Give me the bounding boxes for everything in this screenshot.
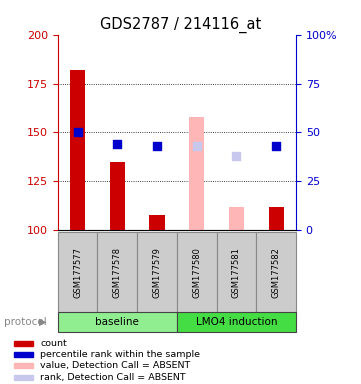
Bar [70,70,85,230]
Text: ▶: ▶ [39,317,47,327]
Text: LMO4 induction: LMO4 induction [196,317,277,327]
Bar [97,232,137,313]
Bar [177,312,296,332]
Text: GSM177582: GSM177582 [272,247,280,298]
Point [234,153,239,159]
Text: GSM177581: GSM177581 [232,247,241,298]
Text: GDS2787 / 214116_at: GDS2787 / 214116_at [100,17,261,33]
Point [273,143,279,149]
Bar [229,207,244,230]
Bar [177,232,217,313]
Bar [14,362,33,367]
Text: protocol: protocol [4,317,46,327]
Bar [58,232,97,313]
Bar [217,232,256,313]
Point [114,141,120,147]
Text: value, Detection Call = ABSENT: value, Detection Call = ABSENT [40,361,191,369]
Bar [110,162,125,230]
Point [154,143,160,149]
Bar [189,117,204,230]
Text: GSM177580: GSM177580 [192,247,201,298]
Bar [14,352,33,356]
Bar [14,374,33,379]
Text: count: count [40,339,67,348]
Bar [256,232,296,313]
Bar [58,312,177,332]
Text: baseline: baseline [95,317,139,327]
Text: percentile rank within the sample: percentile rank within the sample [40,349,200,359]
Bar [149,215,165,230]
Point [194,143,200,149]
Text: GSM177577: GSM177577 [73,247,82,298]
Bar [137,232,177,313]
Point [75,129,81,136]
Bar [269,207,284,230]
Text: GSM177579: GSM177579 [153,247,161,298]
Text: GSM177578: GSM177578 [113,247,122,298]
Bar [14,341,33,346]
Text: rank, Detection Call = ABSENT: rank, Detection Call = ABSENT [40,372,186,382]
